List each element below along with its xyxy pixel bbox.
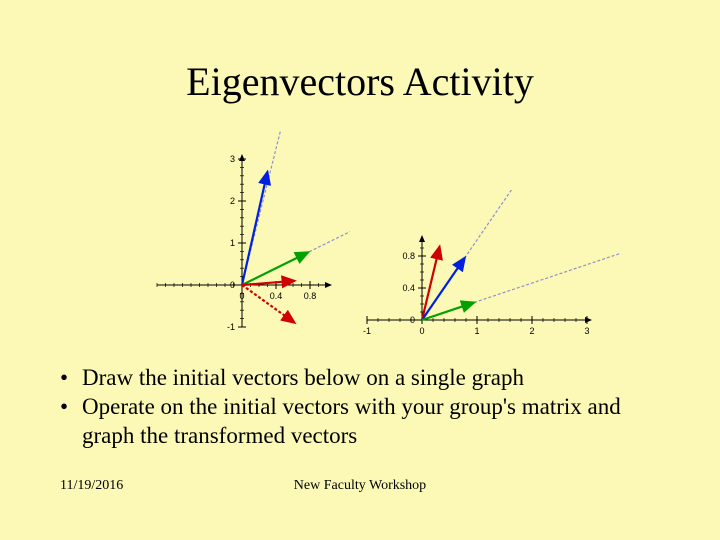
bullet-text: Draw the initial vectors below on a sing… — [82, 364, 524, 393]
footer-center: New Faculty Workshop — [0, 478, 720, 494]
bullet-dot: • — [60, 393, 82, 422]
list-item: • Operate on the initial vectors with yo… — [60, 393, 660, 451]
svg-text:0.8: 0.8 — [402, 251, 415, 261]
svg-text:0: 0 — [239, 291, 244, 301]
svg-text:2: 2 — [230, 196, 235, 206]
svg-text:0: 0 — [230, 280, 235, 290]
svg-text:0.4: 0.4 — [402, 283, 415, 293]
graphs-container: 0 0.4 0.8 -1 0 1 2 3 -1 0 1 2 3 0 0.4 0.8 — [150, 120, 630, 350]
right-vector-plot: -1 0 1 2 3 0 0.4 0.8 — [360, 190, 620, 340]
svg-text:0: 0 — [410, 315, 415, 325]
svg-text:1: 1 — [474, 326, 479, 336]
bullet-list: • Draw the initial vectors below on a si… — [60, 364, 660, 450]
svg-text:3: 3 — [230, 154, 235, 164]
svg-text:0: 0 — [419, 326, 424, 336]
page-title: Eigenvectors Activity — [0, 58, 720, 105]
bullet-text: Operate on the initial vectors with your… — [82, 393, 660, 451]
svg-text:3: 3 — [584, 326, 589, 336]
left-vector-plot: 0 0.4 0.8 -1 0 1 2 3 — [150, 120, 350, 340]
svg-text:0.4: 0.4 — [270, 291, 283, 301]
bullet-dot: • — [60, 364, 82, 393]
svg-text:-1: -1 — [227, 322, 235, 332]
svg-text:0.8: 0.8 — [304, 291, 317, 301]
list-item: • Draw the initial vectors below on a si… — [60, 364, 660, 393]
svg-text:2: 2 — [529, 326, 534, 336]
svg-text:-1: -1 — [363, 326, 371, 336]
svg-text:1: 1 — [230, 238, 235, 248]
